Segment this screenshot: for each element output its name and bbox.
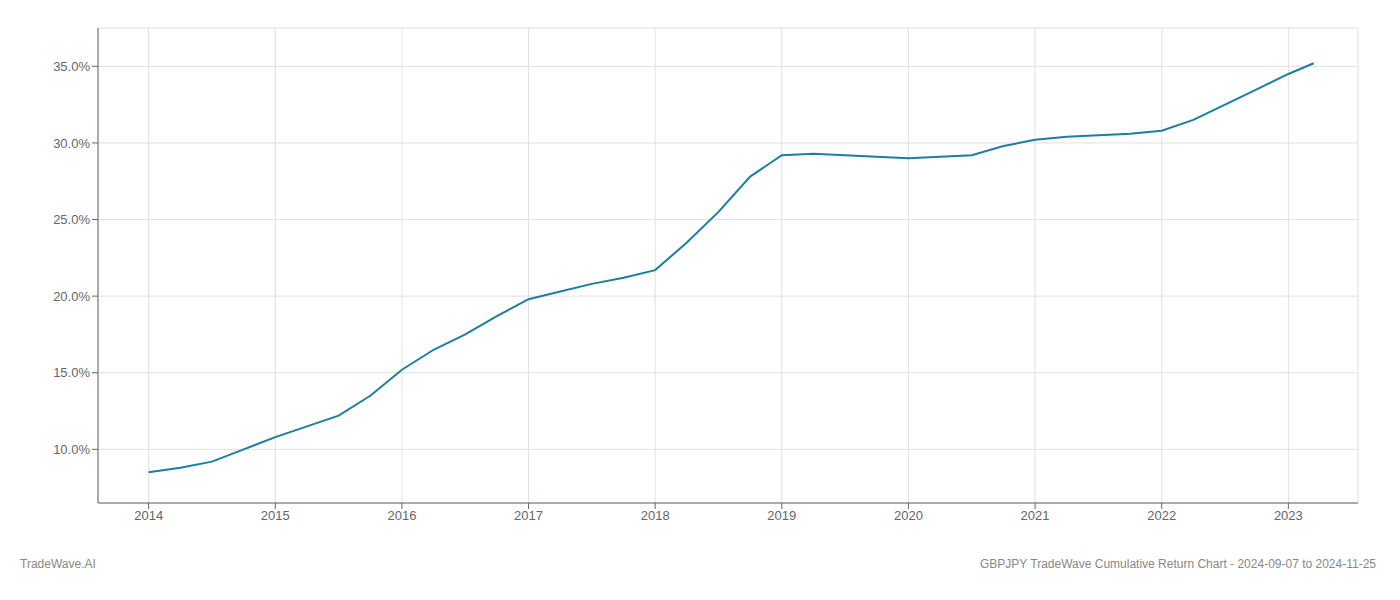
svg-text:2018: 2018	[641, 508, 670, 523]
svg-text:2016: 2016	[387, 508, 416, 523]
svg-text:2019: 2019	[767, 508, 796, 523]
html-text:TradeWave.AI: TradeWave.AI	[20, 557, 96, 571]
svg-text:15.0%: 15.0%	[53, 365, 90, 380]
svg-text:10.0%: 10.0%	[53, 442, 90, 457]
svg-text:2017: 2017	[514, 508, 543, 523]
svg-text:25.0%: 25.0%	[53, 212, 90, 227]
svg-text:2020: 2020	[894, 508, 923, 523]
svg-text:2014: 2014	[134, 508, 163, 523]
svg-text:2021: 2021	[1021, 508, 1050, 523]
svg-text:2015: 2015	[261, 508, 290, 523]
svg-text:2022: 2022	[1147, 508, 1176, 523]
svg-text:30.0%: 30.0%	[53, 136, 90, 151]
svg-text:35.0%: 35.0%	[53, 59, 90, 74]
svg-text:20.0%: 20.0%	[53, 289, 90, 304]
svg-text:2023: 2023	[1274, 508, 1303, 523]
html-text:GBPJPY TradeWave Cumulative Re: GBPJPY TradeWave Cumulative Return Chart…	[980, 557, 1376, 571]
